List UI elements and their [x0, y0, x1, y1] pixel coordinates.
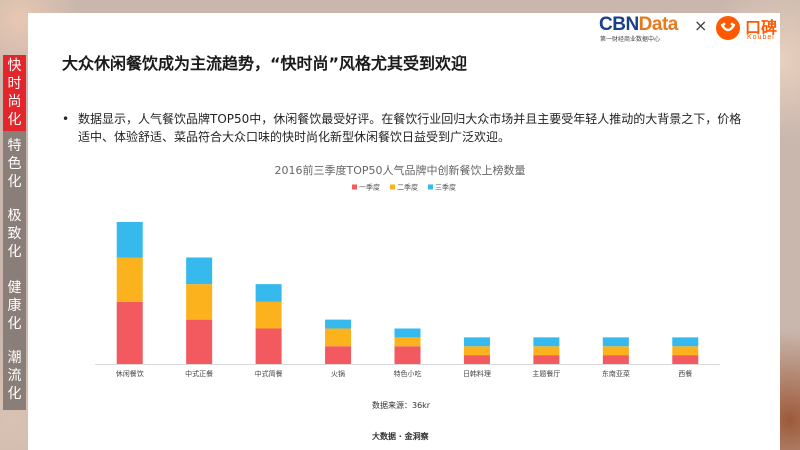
- bar-8-series-1: [602, 355, 629, 364]
- side-nav-label: 潮流化: [7, 350, 22, 402]
- bar-4-series-2: [325, 328, 352, 347]
- bar-4-series-1: [325, 346, 352, 364]
- times-separator: ×: [694, 16, 708, 35]
- header-logos: CBNData 第一财经商业数据中心 × 口碑 Koubei: [599, 14, 789, 44]
- bar-3-series-2: [255, 301, 282, 329]
- cbndata-logo-part2: Data: [638, 14, 679, 35]
- koubei-logo-text: 口碑: [745, 18, 778, 37]
- bar-5-series-3: [394, 328, 421, 338]
- bullet-text: 数据显示，人气餐饮品牌TOP50中，休闲餐饮最受好评。在餐饮行业回归大众市场并且…: [78, 112, 742, 144]
- slide-page: [28, 13, 780, 450]
- bar-1-series-2: [116, 257, 143, 302]
- bar-6-series-3: [463, 337, 490, 347]
- bar-7-series-3: [533, 337, 560, 347]
- legend-swatch-1: [352, 184, 357, 190]
- page-title: 大众休闲餐饮成为主流趋势，“快时尚”风格尤其受到欢迎: [62, 54, 468, 73]
- chart-title: 2016前三季度TOP50人气品牌中创新餐饮上榜数量: [274, 164, 526, 177]
- bar-7-series-1: [533, 355, 560, 364]
- bar-3-series-3: [255, 284, 282, 302]
- side-nav-label: 极致化: [7, 208, 22, 260]
- side-nav-item-health[interactable]: 健康化: [3, 279, 26, 337]
- bar-8-series-3: [602, 337, 629, 347]
- side-nav: 快时尚化 特色化 极致化 健康化 潮流化: [3, 55, 26, 410]
- side-nav-label: 特色化: [7, 138, 22, 190]
- koubei-logo-icon: [716, 16, 740, 40]
- x-tick-label-1: 休闲餐饮: [116, 369, 144, 378]
- side-nav-label: 快时尚化: [7, 58, 22, 128]
- cbndata-logo-part1: CBN: [599, 14, 639, 35]
- bar-2-series-2: [186, 284, 213, 320]
- bar-5-series-2: [394, 337, 421, 347]
- bar-2-series-1: [186, 319, 213, 364]
- legend-label-2: 二季度: [397, 183, 418, 192]
- x-tick-label-2: 中式正餐: [185, 369, 213, 378]
- bullet-paragraph: • 数据显示，人气餐饮品牌TOP50中，休闲餐饮最受好评。在餐饮行业回归大众市场…: [62, 110, 752, 146]
- bar-2-series-3: [186, 257, 213, 285]
- side-nav-item-fast-fashion[interactable]: 快时尚化: [3, 55, 26, 131]
- side-nav-item-feature[interactable]: 特色化: [3, 137, 26, 195]
- legend-label-1: 一季度: [359, 183, 380, 192]
- bar-9-series-3: [672, 337, 699, 347]
- bar-1-series-3: [116, 222, 143, 258]
- footer-slogan: 大数据 · 金洞察: [372, 432, 429, 441]
- bar-9-series-2: [672, 346, 699, 356]
- x-tick-label-3: 中式简餐: [255, 369, 283, 378]
- bar-6-series-2: [463, 346, 490, 356]
- x-tick-label-8: 东南亚菜: [602, 369, 630, 378]
- legend-swatch-3: [428, 184, 433, 190]
- bar-8-series-2: [602, 346, 629, 356]
- bar-1-series-1: [116, 301, 143, 364]
- bar-7-series-2: [533, 346, 560, 356]
- data-source: 数据来源：36kr: [372, 401, 431, 410]
- x-tick-label-5: 特色小吃: [394, 369, 422, 378]
- x-tick-label-9: 西餐: [678, 369, 692, 378]
- bar-4-series-3: [325, 319, 352, 329]
- bar-3-series-1: [255, 328, 282, 364]
- bar-5-series-1: [394, 346, 421, 364]
- side-nav-item-trend[interactable]: 潮流化: [3, 349, 26, 407]
- koubei-logo-sub: Koubei: [747, 34, 775, 41]
- x-tick-label-7: 主题餐厅: [532, 369, 560, 378]
- side-nav-label: 健康化: [7, 280, 22, 332]
- bar-6-series-1: [463, 355, 490, 364]
- cbndata-subtitle: 第一财经商业数据中心: [600, 36, 661, 43]
- bullet-marker: •: [62, 112, 70, 126]
- x-tick-label-6: 日韩料理: [463, 369, 491, 378]
- bar-9-series-1: [672, 355, 699, 364]
- legend-label-3: 三季度: [435, 183, 456, 192]
- x-tick-label-4: 火锅: [331, 369, 345, 378]
- legend-swatch-2: [390, 184, 395, 190]
- side-nav-item-extreme[interactable]: 极致化: [3, 207, 26, 265]
- cbndata-logo: CBNData: [599, 14, 678, 36]
